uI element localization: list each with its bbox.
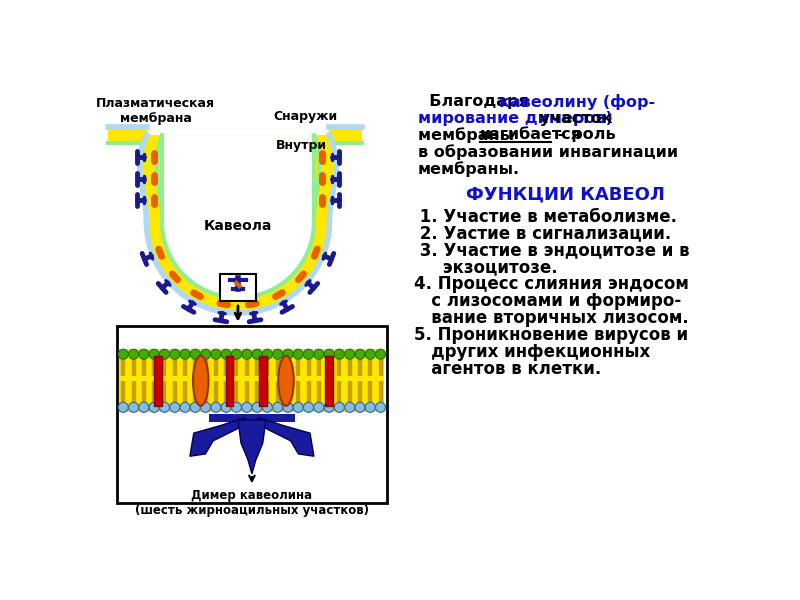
Polygon shape — [238, 420, 266, 474]
Circle shape — [149, 349, 159, 359]
Ellipse shape — [278, 356, 294, 406]
Circle shape — [324, 349, 334, 359]
Text: 2. Уастие в сигнализации.: 2. Уастие в сигнализации. — [414, 224, 671, 242]
Circle shape — [334, 403, 345, 412]
Text: 3. Участие в эндоцитозе и в: 3. Участие в эндоцитозе и в — [414, 241, 690, 259]
Circle shape — [180, 403, 190, 412]
Text: агентов в клетки.: агентов в клетки. — [414, 360, 601, 378]
Bar — [220, 274, 256, 301]
Circle shape — [345, 349, 354, 359]
Bar — [226, 356, 234, 406]
Polygon shape — [314, 135, 336, 222]
Bar — [119, 349, 385, 412]
Bar — [325, 356, 333, 406]
Text: кавеолину (фор-: кавеолину (фор- — [499, 94, 655, 110]
Circle shape — [314, 349, 324, 359]
Circle shape — [190, 349, 200, 359]
Circle shape — [375, 349, 386, 359]
Circle shape — [231, 349, 242, 359]
Circle shape — [252, 349, 262, 359]
Text: 5. Проникновение вирусов и: 5. Проникновение вирусов и — [414, 326, 688, 344]
Circle shape — [303, 349, 314, 359]
Text: экзоцитозе.: экзоцитозе. — [414, 259, 558, 277]
Circle shape — [170, 349, 180, 359]
Bar — [154, 356, 162, 406]
Circle shape — [129, 403, 138, 412]
Polygon shape — [146, 135, 330, 313]
Text: изгибается: изгибается — [480, 127, 582, 142]
Circle shape — [375, 403, 386, 412]
Circle shape — [201, 349, 210, 359]
Circle shape — [129, 349, 138, 359]
Circle shape — [211, 403, 221, 412]
Circle shape — [221, 403, 231, 412]
Circle shape — [118, 403, 128, 412]
Circle shape — [355, 349, 365, 359]
Circle shape — [159, 403, 170, 412]
Circle shape — [252, 403, 262, 412]
Circle shape — [231, 403, 242, 412]
Circle shape — [242, 403, 252, 412]
Text: мирование димеров): мирование димеров) — [418, 110, 613, 125]
Circle shape — [273, 403, 282, 412]
Circle shape — [355, 403, 365, 412]
Circle shape — [314, 403, 324, 412]
Polygon shape — [140, 135, 162, 222]
Text: Кавеола: Кавеола — [204, 219, 272, 233]
Circle shape — [345, 403, 354, 412]
Text: Внутри: Внутри — [276, 139, 327, 152]
Circle shape — [324, 403, 334, 412]
Circle shape — [211, 349, 221, 359]
Text: Снаружи: Снаружи — [274, 110, 338, 123]
Circle shape — [180, 349, 190, 359]
Polygon shape — [162, 135, 314, 298]
Text: – роль: – роль — [552, 127, 615, 142]
Text: участок: участок — [534, 110, 613, 125]
Bar — [117, 326, 386, 503]
Circle shape — [262, 403, 272, 412]
Text: мембраны.: мембраны. — [418, 161, 520, 177]
Circle shape — [201, 403, 210, 412]
Text: вание вторичных лизосом.: вание вторичных лизосом. — [414, 309, 689, 327]
Text: ФУНКЦИИ КАВЕОЛ: ФУНКЦИИ КАВЕОЛ — [466, 186, 665, 204]
Circle shape — [366, 403, 375, 412]
Polygon shape — [256, 418, 314, 456]
Bar — [259, 356, 266, 406]
Text: в образовании инвагинации: в образовании инвагинации — [418, 145, 678, 160]
Circle shape — [170, 403, 180, 412]
Circle shape — [242, 349, 252, 359]
Bar — [108, 127, 146, 143]
Circle shape — [149, 403, 159, 412]
Polygon shape — [190, 418, 248, 456]
Circle shape — [334, 349, 345, 359]
Text: Плазматическая
мембрана: Плазматическая мембрана — [96, 97, 215, 125]
Circle shape — [283, 403, 293, 412]
Circle shape — [273, 349, 282, 359]
Circle shape — [190, 403, 200, 412]
Circle shape — [262, 349, 272, 359]
Text: 1. Участие в метаболизме.: 1. Участие в метаболизме. — [414, 208, 677, 226]
Circle shape — [293, 349, 303, 359]
Circle shape — [138, 349, 149, 359]
Circle shape — [283, 349, 293, 359]
Circle shape — [303, 403, 314, 412]
Text: мембраны: мембраны — [418, 127, 519, 143]
Circle shape — [118, 349, 128, 359]
Circle shape — [159, 349, 170, 359]
Ellipse shape — [193, 356, 209, 406]
Text: Димер кавеолина
(шесть жирноацильных участков): Димер кавеолина (шесть жирноацильных уча… — [135, 490, 369, 517]
Bar — [210, 414, 294, 422]
Bar — [330, 127, 362, 143]
Text: других инфекционных: других инфекционных — [414, 343, 650, 361]
Text: Благодаря: Благодаря — [418, 94, 534, 109]
Text: с лизосомами и формиро-: с лизосомами и формиро- — [414, 292, 681, 310]
Circle shape — [221, 349, 231, 359]
Text: 4. Процесс слияния эндосом: 4. Процесс слияния эндосом — [414, 275, 689, 293]
Circle shape — [138, 403, 149, 412]
Circle shape — [366, 349, 375, 359]
Circle shape — [293, 403, 303, 412]
